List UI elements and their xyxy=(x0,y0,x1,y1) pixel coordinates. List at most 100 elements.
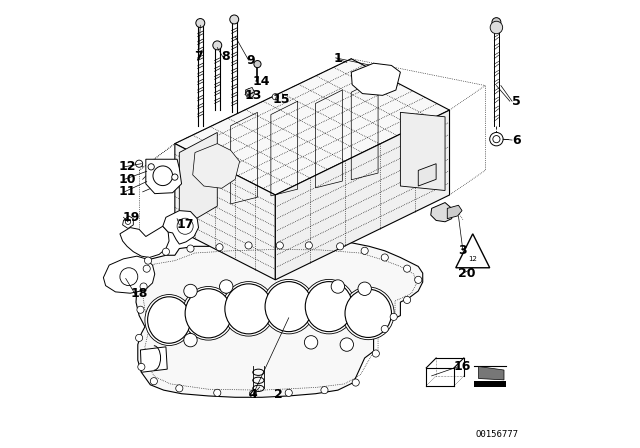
Circle shape xyxy=(490,133,503,146)
Circle shape xyxy=(305,242,312,249)
Circle shape xyxy=(187,245,194,252)
Text: 11: 11 xyxy=(118,185,136,198)
Polygon shape xyxy=(456,234,490,268)
Text: 6: 6 xyxy=(512,134,521,146)
Text: 10: 10 xyxy=(118,173,136,186)
Circle shape xyxy=(120,268,138,286)
Circle shape xyxy=(150,378,157,385)
Circle shape xyxy=(490,21,502,34)
Ellipse shape xyxy=(185,289,232,338)
Circle shape xyxy=(254,60,261,68)
Polygon shape xyxy=(104,256,155,293)
Circle shape xyxy=(214,389,221,396)
Polygon shape xyxy=(175,144,275,280)
Circle shape xyxy=(276,242,284,249)
Circle shape xyxy=(381,254,388,261)
Circle shape xyxy=(145,257,152,264)
Circle shape xyxy=(415,276,422,284)
Circle shape xyxy=(331,280,344,293)
Circle shape xyxy=(493,136,500,143)
Text: 9: 9 xyxy=(246,54,255,67)
Circle shape xyxy=(390,313,397,320)
Circle shape xyxy=(352,379,359,386)
Circle shape xyxy=(321,387,328,394)
Circle shape xyxy=(216,244,223,251)
Polygon shape xyxy=(447,205,462,219)
Ellipse shape xyxy=(182,287,234,340)
Circle shape xyxy=(196,18,205,27)
Polygon shape xyxy=(275,110,449,280)
Circle shape xyxy=(305,336,318,349)
Text: 1: 1 xyxy=(333,52,342,65)
Text: 8: 8 xyxy=(221,50,230,63)
Polygon shape xyxy=(431,202,452,222)
Circle shape xyxy=(272,94,278,100)
Text: 13: 13 xyxy=(244,89,262,102)
Circle shape xyxy=(337,243,344,250)
Text: 17: 17 xyxy=(176,218,194,232)
Circle shape xyxy=(230,15,239,24)
Polygon shape xyxy=(175,59,449,195)
Ellipse shape xyxy=(342,287,394,340)
Ellipse shape xyxy=(305,282,353,332)
Circle shape xyxy=(176,385,183,392)
Text: 5: 5 xyxy=(512,95,521,108)
Circle shape xyxy=(136,334,143,341)
Ellipse shape xyxy=(262,280,315,334)
Circle shape xyxy=(125,219,131,224)
Polygon shape xyxy=(136,242,423,397)
Circle shape xyxy=(492,17,501,26)
Circle shape xyxy=(285,389,292,396)
Polygon shape xyxy=(140,347,167,372)
Text: 7: 7 xyxy=(194,50,203,63)
Text: 16: 16 xyxy=(454,360,471,374)
Circle shape xyxy=(220,280,233,293)
Circle shape xyxy=(213,41,221,50)
Circle shape xyxy=(361,247,368,254)
Circle shape xyxy=(372,350,380,357)
Polygon shape xyxy=(245,87,254,95)
Polygon shape xyxy=(479,366,504,380)
Polygon shape xyxy=(179,133,217,228)
Text: O0156777: O0156777 xyxy=(476,430,519,439)
Text: 12: 12 xyxy=(468,256,477,262)
Text: 2: 2 xyxy=(275,388,283,401)
Circle shape xyxy=(163,248,170,255)
Ellipse shape xyxy=(225,284,272,334)
Circle shape xyxy=(184,333,197,347)
Polygon shape xyxy=(419,164,436,186)
Circle shape xyxy=(358,282,371,296)
Circle shape xyxy=(136,160,143,167)
Text: 3: 3 xyxy=(458,244,467,257)
Polygon shape xyxy=(120,226,169,258)
Text: 19: 19 xyxy=(123,211,140,224)
Polygon shape xyxy=(146,159,182,194)
Circle shape xyxy=(140,283,147,290)
Circle shape xyxy=(250,390,257,397)
Circle shape xyxy=(137,306,144,313)
Circle shape xyxy=(153,166,173,185)
Ellipse shape xyxy=(303,280,355,334)
Text: 18: 18 xyxy=(130,287,148,300)
Polygon shape xyxy=(401,112,445,190)
Circle shape xyxy=(403,296,411,303)
Text: 12: 12 xyxy=(118,160,136,173)
Text: 4: 4 xyxy=(248,388,257,401)
Circle shape xyxy=(381,325,388,332)
Ellipse shape xyxy=(222,282,275,336)
Polygon shape xyxy=(123,216,133,228)
Circle shape xyxy=(184,284,197,297)
Ellipse shape xyxy=(145,295,193,345)
Ellipse shape xyxy=(148,297,191,343)
Ellipse shape xyxy=(345,289,392,337)
Polygon shape xyxy=(163,211,198,244)
Bar xyxy=(474,381,506,387)
Circle shape xyxy=(340,338,353,351)
Circle shape xyxy=(403,265,411,272)
Circle shape xyxy=(138,363,145,370)
Circle shape xyxy=(143,265,150,272)
Text: 15: 15 xyxy=(272,93,290,106)
Circle shape xyxy=(245,242,252,249)
Circle shape xyxy=(172,174,178,180)
Polygon shape xyxy=(193,144,239,188)
